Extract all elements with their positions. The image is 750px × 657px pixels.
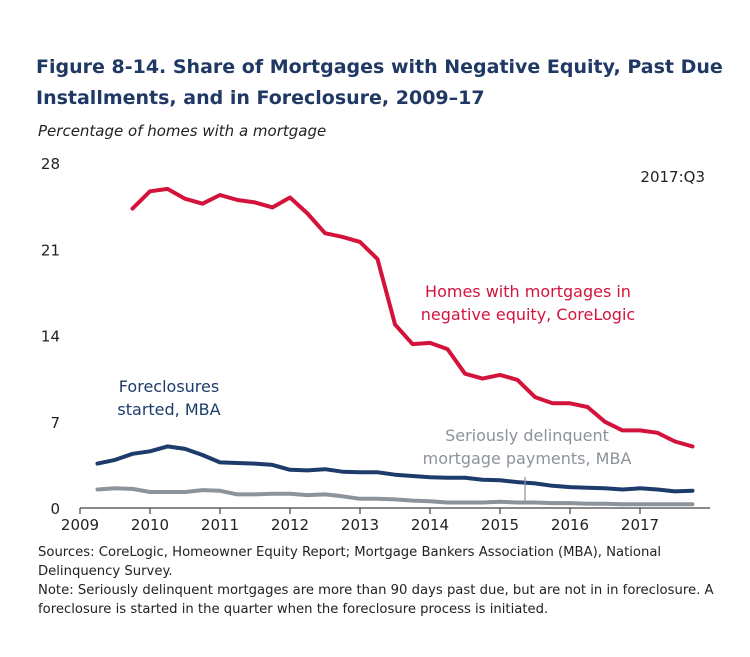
delinquent-line: [95, 486, 695, 507]
delinquent-label: Seriously delinquent: [445, 426, 609, 445]
x-tick-label: 2010: [131, 516, 169, 534]
series-labels: 2017:Q3 Homes with mortgages in negative e…: [117, 168, 705, 503]
x-tick-label: 2014: [411, 516, 449, 534]
x-tick-label: 2017: [621, 516, 659, 534]
x-tick-label: 2015: [481, 516, 519, 534]
date-annotation: 2017:Q3: [640, 168, 705, 186]
negative-equity-line: [130, 186, 695, 449]
line-chart: 0 7 14 21 28 2009 2010 2011 2012 2013 2014 2015 201…: [41, 155, 710, 534]
y-tick-label: 0: [50, 500, 60, 518]
chart-title: Figure 8-14. Share of Mortgages with Neg…: [36, 56, 723, 109]
y-axis-label: Percentage of homes with a mortgage: [38, 122, 327, 140]
y-axis-ticks: 0 7 14 21 28: [41, 155, 60, 518]
series-lines: [95, 186, 695, 507]
note-text: Note: Seriously delinquent mortgages are…: [38, 583, 714, 617]
foreclosures-line: [95, 444, 695, 494]
negative-equity-label: negative equity, CoreLogic: [421, 305, 635, 324]
y-tick-label: 21: [41, 241, 60, 259]
y-tick-label: 14: [41, 328, 60, 346]
x-tick-label: 2016: [551, 516, 589, 534]
y-tick-label: 7: [50, 414, 60, 432]
x-tick-label: 2013: [341, 516, 379, 534]
sources-text: Sources: CoreLogic, Homeowner Equity Rep…: [38, 545, 662, 579]
x-tick-label: 2012: [271, 516, 309, 534]
chart-notes: Sources: CoreLogic, Homeowner Equity Rep…: [38, 543, 728, 619]
y-tick-label: 28: [41, 155, 60, 173]
x-axis: 2009 2010 2011 2012 2013 2014 2015 2016 2017: [61, 507, 710, 534]
negative-equity-label: Homes with mortgages in: [425, 282, 631, 301]
foreclosures-label: started, MBA: [117, 400, 220, 419]
foreclosures-label: Foreclosures: [119, 377, 219, 396]
x-tick-label: 2011: [201, 516, 239, 534]
delinquent-label: mortgage payments, MBA: [423, 449, 632, 468]
x-tick-label: 2009: [61, 516, 99, 534]
